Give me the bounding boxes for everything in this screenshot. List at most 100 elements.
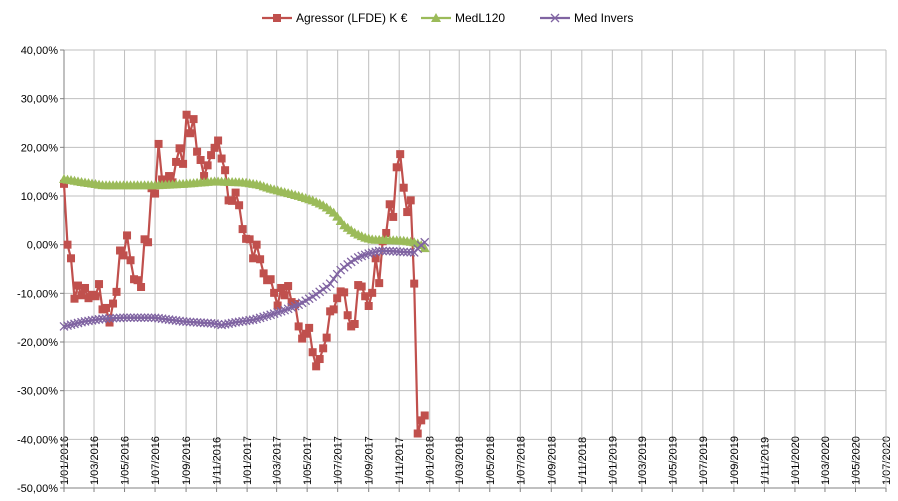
agressor-lfde-k-marker [382,228,391,237]
x-tick-label: 1/05/2016 [120,436,132,485]
agressor-lfde-k-marker [368,288,377,297]
agressor-lfde-k-marker [312,362,321,371]
x-tick-label: 1/07/2019 [698,436,710,485]
agressor-lfde-k-marker [81,283,90,292]
legend-item-medl120: MedL120 [421,11,505,25]
agressor-lfde-k-marker [396,150,405,159]
x-tick-label: 1/05/2019 [667,436,679,485]
x-tick-label: 1/05/2017 [302,436,314,485]
y-tick-label: -10,00% [17,288,58,300]
med-invers-marker [63,321,72,331]
y-tick-label: -50,00% [17,483,58,495]
agressor-lfde-k-marker [91,292,100,301]
y-tick-label: -30,00% [17,386,58,398]
med-invers-marker [175,316,185,326]
agressor-lfde-k-marker [200,172,209,181]
agressor-lfde-k-marker [277,283,286,292]
series-area [59,110,430,438]
y-tick-label: 40,00% [21,45,59,57]
x-tick-label: 1/11/2017 [394,437,406,485]
med-invers-marker [203,318,213,328]
med-invers-marker [73,318,83,328]
x-tick-label: 1/07/2020 [881,436,893,485]
med-invers-marker [395,247,405,257]
x-tick-label: 1/01/2017 [242,436,254,485]
med-invers-marker [108,313,118,323]
x-tick-label: 1/09/2018 [546,436,558,485]
agressor-lfde-k-marker [329,305,338,314]
med-invers-marker [241,316,251,326]
agressor-lfde-k-marker [315,355,324,364]
agressor-lfde-k-marker [319,344,328,353]
agressor-lfde-k-marker [420,411,429,420]
agressor-lfde-k-marker [406,196,415,205]
med-invers-marker [374,246,384,256]
series-med-invers [59,237,430,331]
y-tick-label: 10,00% [21,191,59,203]
agressor-lfde-k-marker [123,231,132,240]
agressor-lfde-k-marker [305,323,314,332]
med-invers-marker [392,247,402,256]
legend-marker [273,14,281,22]
agressor-lfde-k-marker [231,188,240,197]
agressor-lfde-k-marker [172,157,181,166]
agressor-lfde-k-marker [116,246,125,255]
med-invers-marker [66,320,76,330]
agressor-lfde-k-marker [112,287,121,296]
agressor-lfde-k-marker [70,294,79,303]
agressor-lfde-k-marker [256,255,265,264]
med-invers-marker [189,317,199,327]
med-invers-marker [143,313,153,323]
med-invers-marker [178,316,188,326]
agressor-lfde-k-marker [119,251,128,260]
med-invers-marker [224,319,234,329]
agressor-lfde-k-marker [182,110,191,119]
med-invers-marker [119,313,128,323]
med-invers-marker [122,313,132,323]
agressor-lfde-k-marker [273,301,282,310]
agressor-lfde-k-marker [333,294,342,303]
agressor-lfde-k-marker [235,201,244,210]
agressor-lfde-k-marker [343,311,352,320]
med-invers-marker [325,279,335,289]
agressor-lfde-k-marker [154,139,163,148]
med-invers-marker [378,246,388,256]
agressor-lfde-k-marker [175,144,184,153]
x-tick-label: 1/07/2018 [515,436,527,485]
y-tick-label: -20,00% [17,337,58,349]
med-invers-marker [420,237,430,247]
agressor-lfde-k-marker [109,299,118,308]
agressor-lfde-k-marker [252,240,261,249]
agressor-lfde-k-marker [221,166,230,175]
agressor-lfde-k-marker [280,291,289,300]
agressor-lfde-k-marker [350,319,359,328]
med-invers-marker [402,247,412,257]
agressor-lfde-k-marker [179,159,188,168]
med-invers-marker [80,316,90,326]
x-tick-label: 1/11/2018 [577,437,589,485]
med-invers-marker [98,314,107,324]
agressor-lfde-k-marker [389,212,398,221]
agressor-lfde-k-marker [126,256,135,265]
agressor-lfde-k-marker [245,235,254,244]
agressor-lfde-k-marker [228,196,237,205]
agressor-lfde-k-marker [364,301,373,310]
med-invers-marker [329,274,339,284]
med-invers-marker [364,249,374,259]
x-tick-label: 1/03/2018 [454,436,466,485]
med-invers-marker [217,320,227,330]
y-tick-label: 20,00% [21,142,59,154]
agressor-lfde-k-marker [165,172,174,181]
med-invers-marker [367,248,377,258]
agressor-lfde-k-marker [74,281,83,290]
y-tick-label: 30,00% [21,94,59,106]
x-tick-label: 1/01/2020 [790,436,802,485]
x-tick-label: 1/03/2019 [637,436,649,485]
legend-marker [431,13,441,22]
agressor-lfde-k-marker [385,200,394,209]
x-tick-label: 1/03/2017 [272,436,284,485]
y-tick-label: -40,00% [17,434,58,446]
med-invers-marker [59,321,69,331]
agressor-lfde-k-marker [284,282,293,291]
agressor-lfde-k-marker [357,282,366,291]
